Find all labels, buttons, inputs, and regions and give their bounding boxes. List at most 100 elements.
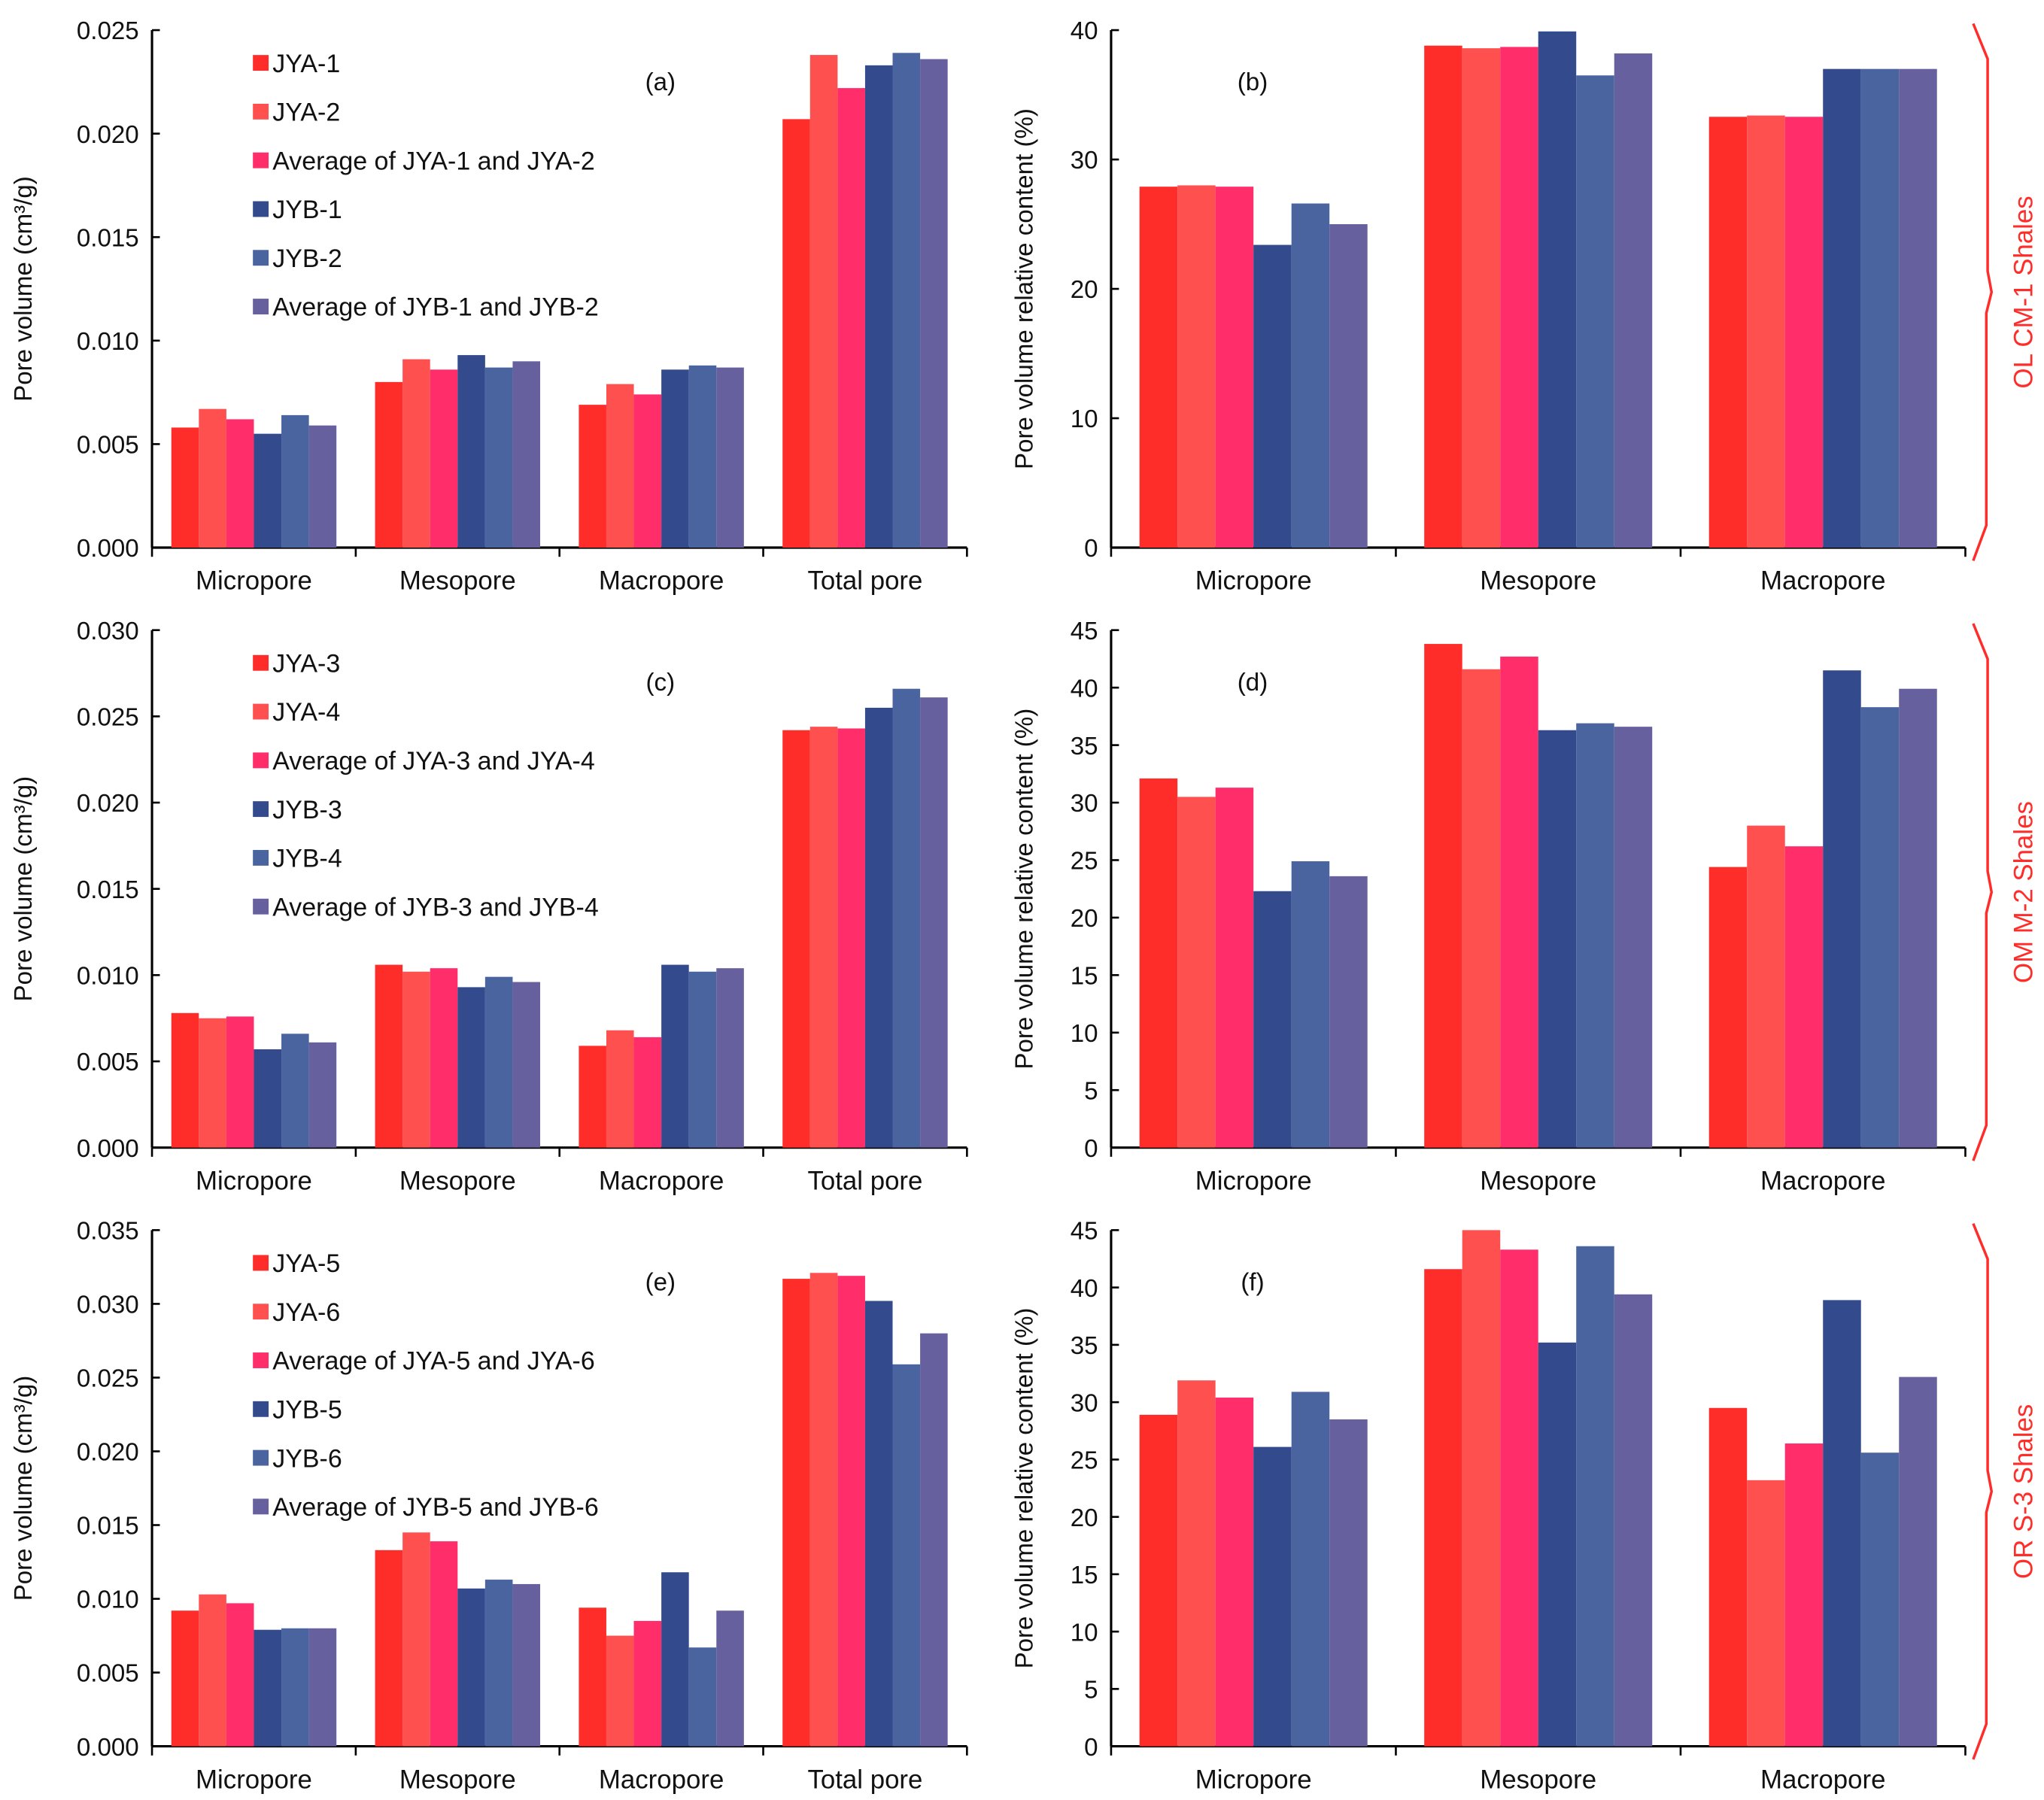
bar-average-of-jyb-1-and-jyb-2-micropore [1329, 224, 1368, 548]
x-tick-label: Micropore [196, 1166, 312, 1195]
legend-swatch [253, 1498, 269, 1515]
bar-jya-1-micropore [171, 427, 199, 548]
x-tick-label: Total pore [807, 1166, 922, 1195]
bar-jyb-5-total-pore [864, 1301, 893, 1747]
group-label: OR S-3 Shales [2009, 1404, 2038, 1579]
y-tick-label: 0.005 [77, 432, 139, 460]
bar-jyb-4-macropore [1860, 707, 1900, 1148]
bar-average-of-jya-5-and-jya-6-macropore [633, 1620, 662, 1747]
panel-label: (d) [1238, 669, 1268, 697]
bar-jyb-3-mesopore [1538, 730, 1577, 1148]
bar-average-of-jyb-1-and-jyb-2-macropore [716, 367, 744, 548]
legend-label: Average of JYB-3 and JYB-4 [272, 893, 598, 921]
legend-swatch [253, 299, 269, 314]
y-tick-label: 30 [1071, 1389, 1098, 1417]
y-tick-label: 20 [1071, 276, 1098, 304]
bar-jya-5-micropore [1139, 1414, 1178, 1747]
bar-jyb-1-mesopore [457, 355, 485, 548]
bar-jyb-6-macropore [1860, 1452, 1900, 1747]
bar-average-of-jya-5-and-jya-6-micropore [226, 1603, 254, 1747]
y-tick-label: 40 [1071, 17, 1098, 45]
y-tick-label: 30 [1071, 790, 1098, 818]
bar-jya-6-micropore [1177, 1380, 1216, 1747]
bar-jya-3-macropore [1708, 867, 1748, 1148]
bar-jya-4-macropore [1747, 825, 1785, 1148]
y-tick-label: 0.015 [77, 1513, 139, 1540]
x-tick-label: Mesopore [399, 566, 516, 596]
bar-jyb-3-micropore [1253, 891, 1292, 1148]
legend-label: JYA-5 [272, 1249, 340, 1278]
bar-jya-5-macropore [1708, 1407, 1748, 1747]
y-tick-label: 0.010 [77, 1586, 139, 1614]
bar-jyb-3-macropore [661, 964, 689, 1148]
bar-average-of-jya-3-and-jya-4-macropore [633, 1037, 662, 1148]
legend-label: JYB-1 [272, 196, 342, 224]
bar-jya-4-total-pore [809, 727, 838, 1148]
legend-label: Average of JYB-5 and JYB-6 [272, 1493, 598, 1522]
bar-average-of-jyb-3-and-jyb-4-mesopore [1614, 727, 1653, 1148]
bar-jyb-6-mesopore [484, 1580, 513, 1747]
legend-swatch [253, 801, 269, 818]
y-tick-label: 0.000 [77, 1734, 139, 1762]
group-bracket [1972, 23, 1994, 562]
bar-jyb-1-macropore [1823, 68, 1861, 548]
bar-jyb-6-total-pore [892, 1364, 921, 1747]
x-tick-label: Micropore [1195, 1166, 1312, 1195]
bar-jyb-2-micropore [281, 414, 309, 548]
x-tick-label: Macropore [599, 1765, 724, 1794]
bar-average-of-jyb-3-and-jyb-4-micropore [308, 1042, 337, 1148]
legend-swatch [253, 250, 269, 266]
legend-label: JYA-1 [272, 50, 340, 78]
bar-average-of-jyb-5-and-jyb-6-micropore [1329, 1419, 1368, 1747]
bar-jya-1-macropore [579, 405, 606, 548]
y-tick-label: 0 [1084, 535, 1098, 563]
bar-average-of-jyb-5-and-jyb-6-mesopore [1614, 1294, 1653, 1747]
bar-average-of-jya-3-and-jya-4-mesopore [430, 968, 458, 1148]
chart-panel-d: 0 5 10 15 20 25 30 35 40 45 Micropore Mesopore Macro… [1010, 618, 1967, 1195]
y-tick-label: 20 [1071, 905, 1098, 933]
bar-jya-2-micropore [199, 408, 226, 548]
bar-jya-1-mesopore [375, 381, 403, 548]
bar-jya-4-macropore [606, 1030, 634, 1148]
bar-jya-2-macropore [606, 384, 634, 548]
legend-label: JYA-3 [272, 649, 340, 678]
chart-panel-f: 0 5 10 15 20 25 30 35 40 45 Micropore Mesopore Macro… [1010, 1218, 1967, 1794]
y-tick-label: 35 [1071, 733, 1098, 760]
bar-jyb-4-total-pore [892, 688, 921, 1148]
bar-jyb-4-micropore [1291, 861, 1330, 1148]
legend-label: JYB-5 [272, 1395, 342, 1424]
bar-average-of-jya-3-and-jya-4-micropore [1215, 788, 1254, 1148]
bar-jya-3-micropore [171, 1012, 199, 1148]
bar-jya-1-mesopore [1424, 45, 1462, 548]
x-tick-label: Macropore [1760, 1166, 1885, 1195]
legend-label: JYB-4 [272, 845, 342, 873]
legend-swatch [253, 703, 269, 720]
bar-average-of-jyb-3-and-jyb-4-micropore [1329, 876, 1368, 1148]
bar-jyb-6-micropore [1291, 1392, 1330, 1747]
legend-label: JYA-6 [272, 1298, 340, 1327]
x-tick-label: Micropore [1195, 566, 1312, 596]
bar-average-of-jyb-5-and-jyb-6-mesopore [512, 1583, 541, 1747]
y-tick-label: 0.020 [77, 121, 139, 149]
legend-swatch [253, 849, 269, 866]
bar-average-of-jya-3-and-jya-4-micropore [226, 1016, 254, 1148]
bar-jyb-5-micropore [254, 1629, 282, 1747]
bar-average-of-jya-3-and-jya-4-total-pore [837, 728, 865, 1148]
y-tick-label: 30 [1071, 147, 1098, 175]
y-tick-label: 35 [1071, 1332, 1098, 1360]
legend-swatch [253, 201, 269, 217]
y-tick-label: 0.005 [77, 1049, 139, 1076]
bar-jyb-5-macropore [661, 1572, 689, 1747]
bar-average-of-jya-5-and-jya-6-micropore [1215, 1398, 1254, 1747]
legend-label: Average of JYA-3 and JYA-4 [272, 747, 594, 776]
legend-swatch [253, 103, 269, 120]
legend-swatch [253, 898, 269, 915]
legend-label: JYB-3 [272, 796, 342, 824]
bar-jyb-3-total-pore [864, 707, 893, 1148]
bar-jya-4-micropore [199, 1018, 226, 1148]
bar-average-of-jyb-3-and-jyb-4-total-pore [920, 697, 948, 1148]
legend-swatch [253, 1401, 269, 1417]
y-tick-label: 0.025 [77, 1365, 139, 1393]
bar-average-of-jya-3-and-jya-4-macropore [1784, 846, 1824, 1148]
